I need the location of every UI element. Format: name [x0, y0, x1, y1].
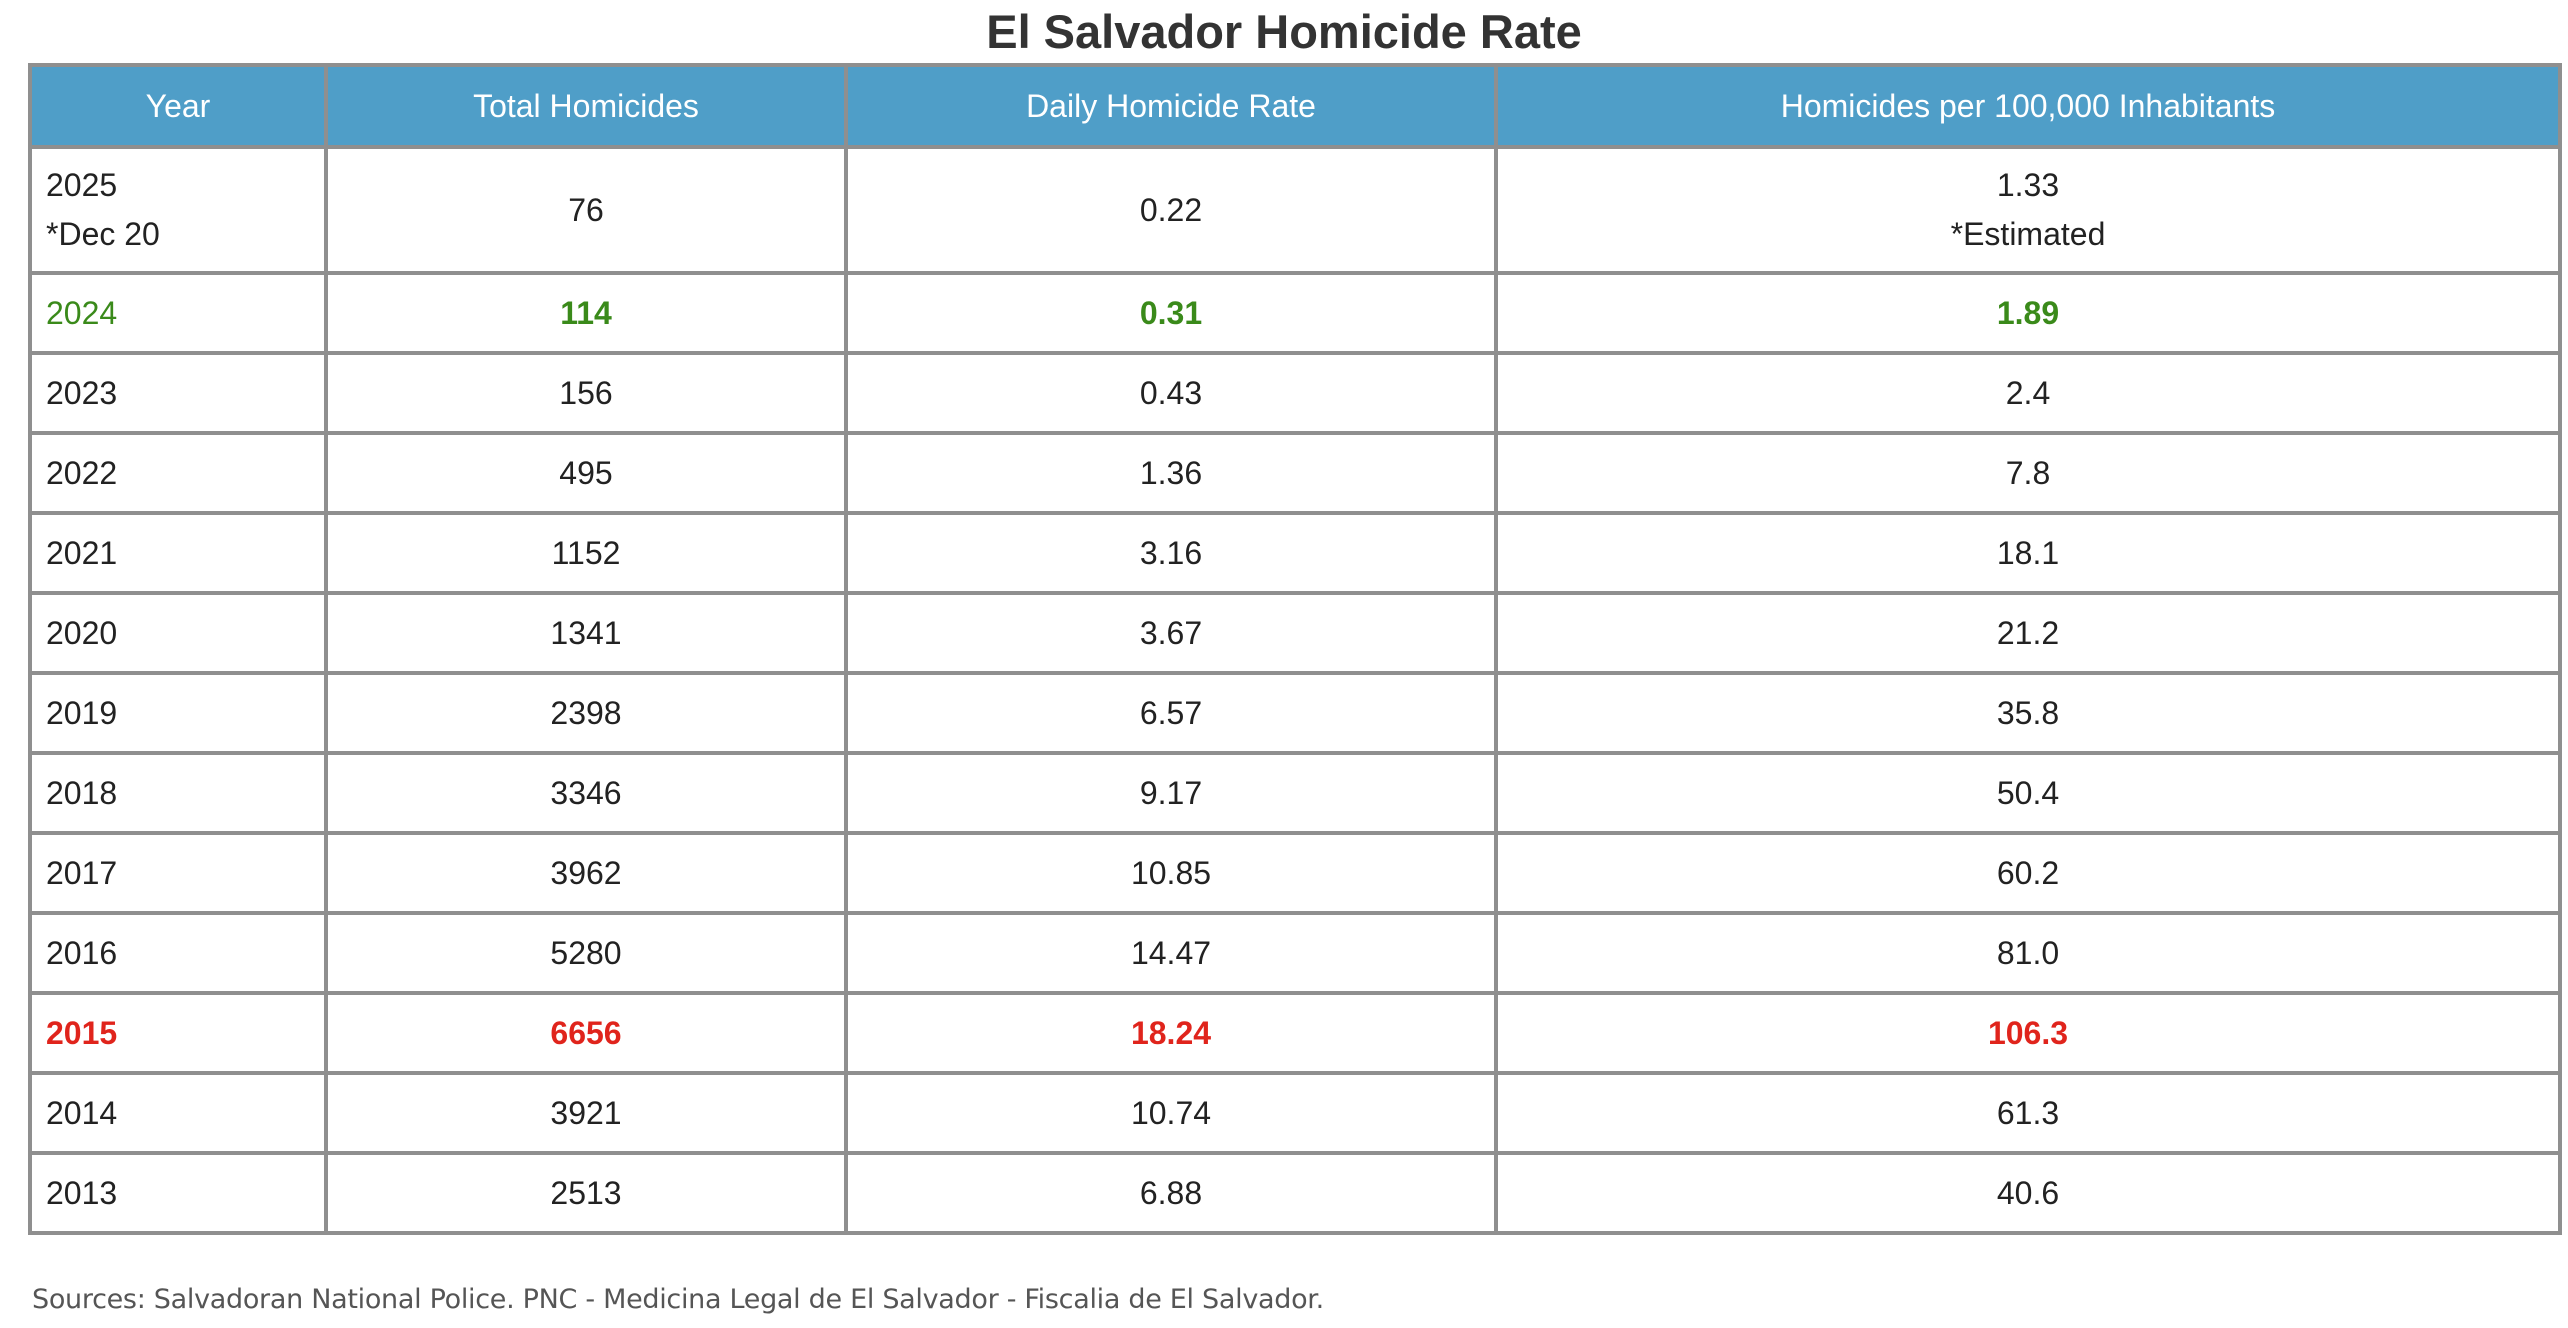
- total-homicides-cell: 2398: [324, 671, 848, 755]
- header-total-homicides: Total Homicides: [324, 63, 848, 149]
- daily-rate-cell: 14.47: [844, 911, 1498, 995]
- year-cell: 2019: [28, 671, 328, 755]
- header-daily-homicide-rate: Daily Homicide Rate: [844, 63, 1498, 149]
- table-row: 2017 3962 10.85 60.2: [28, 831, 2562, 915]
- table-row: 2016 5280 14.47 81.0: [28, 911, 2562, 995]
- table-row: 2013 2513 6.88 40.6: [28, 1151, 2562, 1235]
- per100k-cell: 21.2: [1494, 591, 2562, 675]
- table-row: 2023 156 0.43 2.4: [28, 351, 2562, 435]
- per100k-cell: 18.1: [1494, 511, 2562, 595]
- year-cell: 2021: [28, 511, 328, 595]
- total-homicides-cell: 76: [324, 145, 848, 275]
- daily-rate-cell: 9.17: [844, 751, 1498, 835]
- year-cell: 2015: [28, 991, 328, 1075]
- per100k-cell: 81.0: [1494, 911, 2562, 995]
- year-cell: 2022: [28, 431, 328, 515]
- daily-rate-cell: 10.85: [844, 831, 1498, 915]
- daily-rate-cell: 3.16: [844, 511, 1498, 595]
- per100k-cell: 1.33 *Estimated: [1494, 145, 2562, 275]
- header-homicides-per-100k: Homicides per 100,000 Inhabitants: [1494, 63, 2562, 149]
- table-row: 2019 2398 6.57 35.8: [28, 671, 2562, 755]
- daily-rate-cell: 6.57: [844, 671, 1498, 755]
- year-cell: 2017: [28, 831, 328, 915]
- total-homicides-cell: 495: [324, 431, 848, 515]
- year-note: *Dec 20: [46, 216, 160, 252]
- daily-rate-cell: 0.22: [844, 145, 1498, 275]
- per100k-cell: 1.89: [1494, 271, 2562, 355]
- year-cell: 2023: [28, 351, 328, 435]
- total-homicides-cell: 3962: [324, 831, 848, 915]
- daily-rate-cell: 3.67: [844, 591, 1498, 675]
- homicide-table: Year Total Homicides Daily Homicide Rate…: [28, 63, 2562, 1235]
- daily-rate-cell: 0.31: [844, 271, 1498, 355]
- header-year: Year: [28, 63, 328, 149]
- table-row: 2022 495 1.36 7.8: [28, 431, 2562, 515]
- total-homicides-cell: 156: [324, 351, 848, 435]
- year-cell: 2014: [28, 1071, 328, 1155]
- total-homicides-cell: 1341: [324, 591, 848, 675]
- per100k-value: 1.33: [1996, 167, 2060, 203]
- daily-rate-cell: 1.36: [844, 431, 1498, 515]
- year-value: 2025: [46, 167, 118, 203]
- per100k-cell: 60.2: [1494, 831, 2562, 915]
- total-homicides-cell: 2513: [324, 1151, 848, 1235]
- per100k-cell: 106.3: [1494, 991, 2562, 1075]
- daily-rate-cell: 6.88: [844, 1151, 1498, 1235]
- table-row: 2021 1152 3.16 18.1: [28, 511, 2562, 595]
- total-homicides-cell: 1152: [324, 511, 848, 595]
- table-row: 2025 *Dec 20 76 0.22 1.33 *Estimated: [28, 145, 2562, 275]
- table-row-highlight-red: 2015 6656 18.24 106.3: [28, 991, 2562, 1075]
- per100k-cell: 61.3: [1494, 1071, 2562, 1155]
- total-homicides-cell: 5280: [324, 911, 848, 995]
- year-cell: 2020: [28, 591, 328, 675]
- per100k-cell: 40.6: [1494, 1151, 2562, 1235]
- page-title: El Salvador Homicide Rate: [986, 5, 1582, 58]
- per100k-cell: 2.4: [1494, 351, 2562, 435]
- per100k-cell: 50.4: [1494, 751, 2562, 835]
- year-cell: 2024: [28, 271, 328, 355]
- year-cell: 2018: [28, 751, 328, 835]
- sources-footnote: Sources: Salvadoran National Police. PNC…: [32, 1284, 1324, 1315]
- per100k-note: *Estimated: [1950, 216, 2106, 252]
- daily-rate-cell: 18.24: [844, 991, 1498, 1075]
- year-cell: 2013: [28, 1151, 328, 1235]
- per100k-cell: 35.8: [1494, 671, 2562, 755]
- table-row: 2018 3346 9.17 50.4: [28, 751, 2562, 835]
- table-header-row: Year Total Homicides Daily Homicide Rate…: [28, 63, 2562, 149]
- year-cell: 2016: [28, 911, 328, 995]
- total-homicides-cell: 6656: [324, 991, 848, 1075]
- per100k-cell: 7.8: [1494, 431, 2562, 515]
- table-row: 2014 3921 10.74 61.3: [28, 1071, 2562, 1155]
- total-homicides-cell: 114: [324, 271, 848, 355]
- total-homicides-cell: 3921: [324, 1071, 848, 1155]
- total-homicides-cell: 3346: [324, 751, 848, 835]
- table-row-highlight-green: 2024 114 0.31 1.89: [28, 271, 2562, 355]
- daily-rate-cell: 0.43: [844, 351, 1498, 435]
- year-cell: 2025 *Dec 20: [28, 145, 328, 275]
- daily-rate-cell: 10.74: [844, 1071, 1498, 1155]
- table-row: 2020 1341 3.67 21.2: [28, 591, 2562, 675]
